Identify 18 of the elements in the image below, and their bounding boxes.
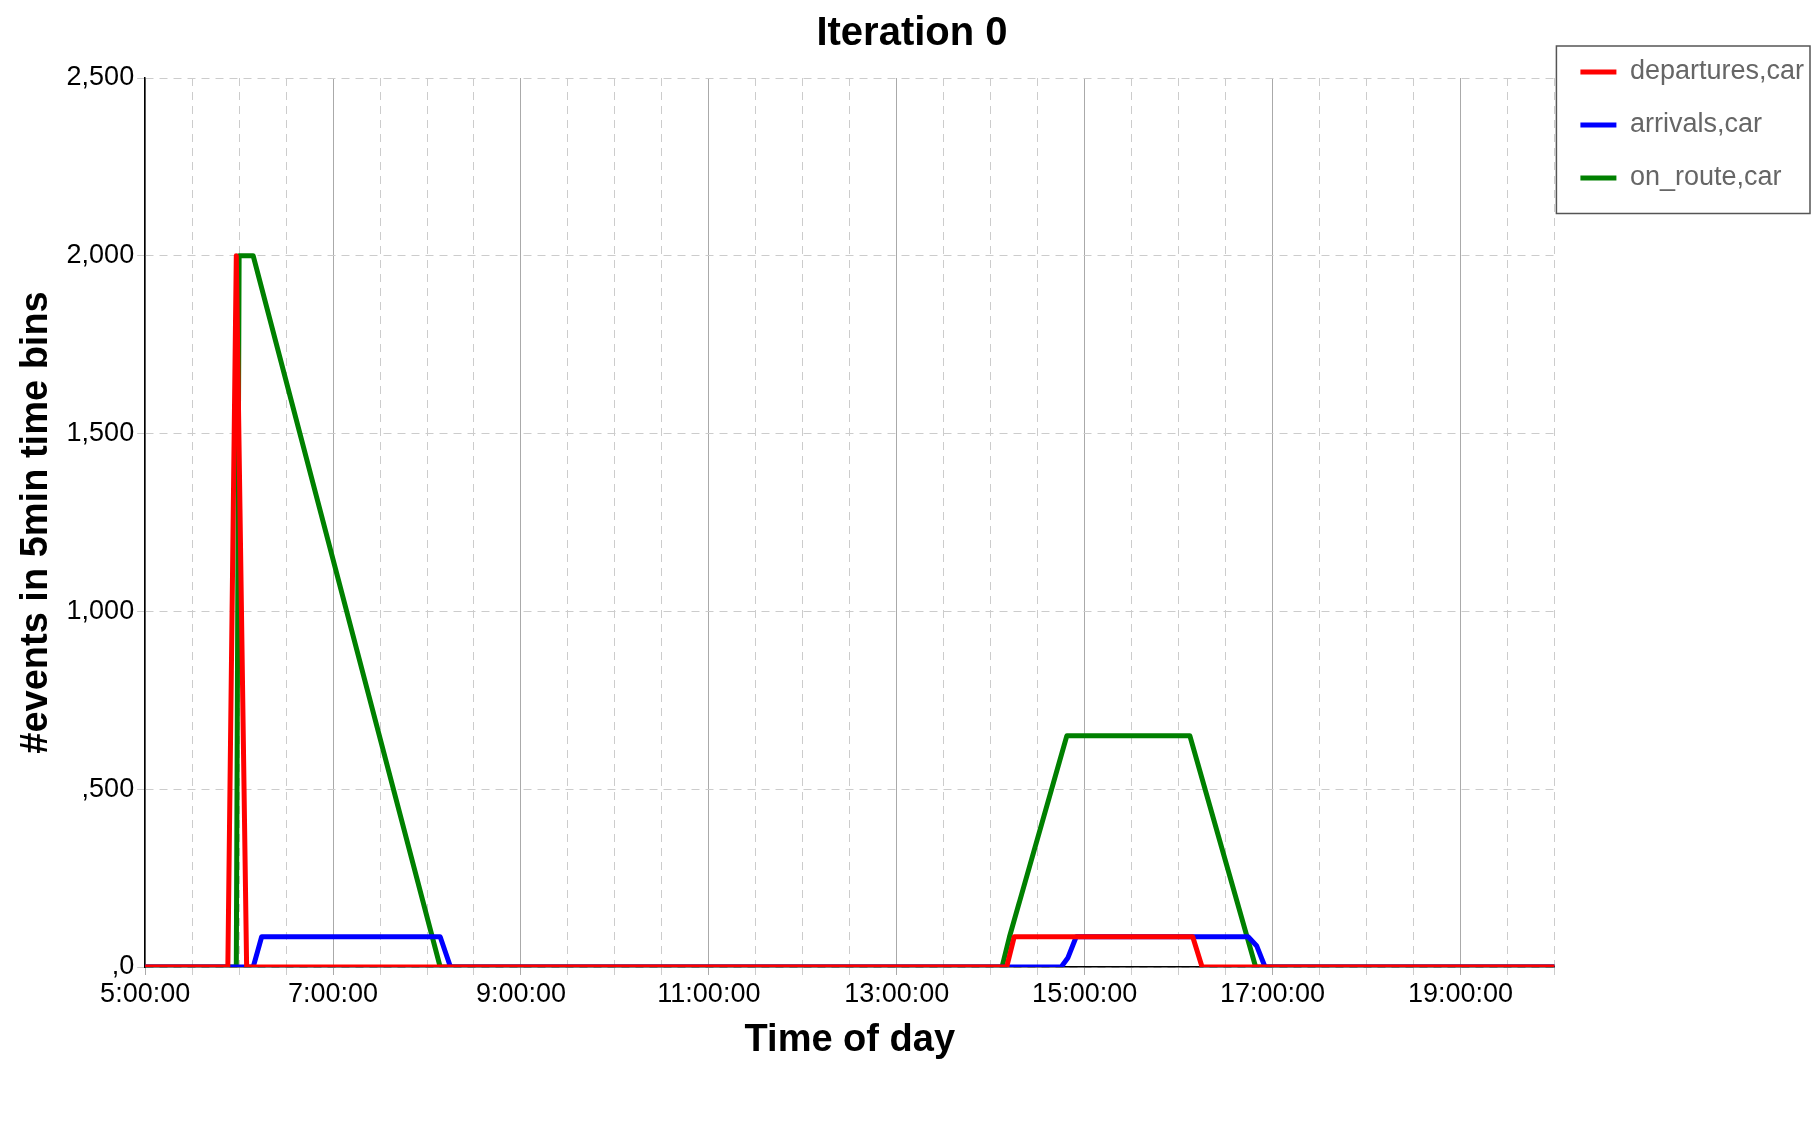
chart-title: Iteration 0 [816, 9, 1008, 54]
y-tick-label: 1,000 [66, 594, 135, 625]
legend-label: arrivals,car [1629, 108, 1762, 139]
y-tick-label: 2,500 [66, 61, 135, 92]
x-tick-label: 19:00:00 [1407, 977, 1514, 1008]
y-tick-label: 2,000 [66, 239, 135, 270]
x-tick-label: 11:00:00 [657, 977, 761, 1008]
y-tick-label: ,500 [81, 772, 135, 803]
x-axis-title: Time of day [744, 1016, 956, 1059]
legend-label: departures,car [1629, 55, 1805, 86]
x-tick-label: 9:00:00 [475, 977, 567, 1008]
legend-label: on_route,car [1629, 161, 1782, 192]
y-tick-label: 1,500 [66, 417, 135, 448]
x-tick-label: 17:00:00 [1220, 977, 1326, 1008]
x-tick-label: 15:00:00 [1032, 977, 1138, 1008]
x-tick-label: 13:00:00 [844, 977, 950, 1008]
x-tick-label: 7:00:00 [288, 977, 379, 1008]
y-axis-title: #events in 5min time bins [13, 291, 56, 754]
